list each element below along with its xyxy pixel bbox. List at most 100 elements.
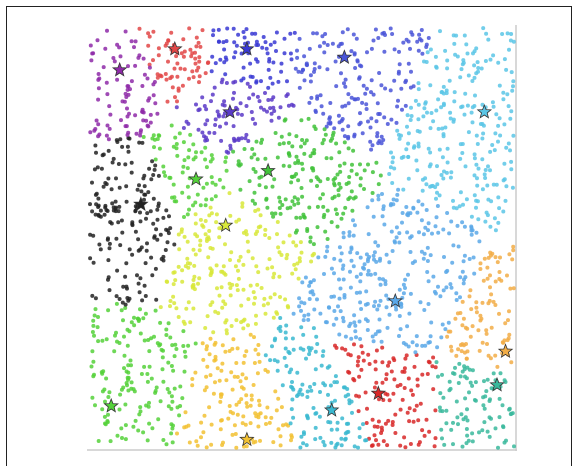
data-point [244, 393, 249, 398]
data-point [488, 397, 492, 402]
data-point [359, 344, 364, 349]
data-point [335, 212, 339, 216]
data-point [475, 142, 480, 146]
data-point [396, 98, 400, 103]
data-point [304, 443, 309, 448]
data-point [407, 419, 412, 424]
data-point [180, 83, 185, 88]
data-point [171, 368, 176, 373]
data-point [377, 317, 382, 322]
data-point [172, 66, 177, 71]
data-point [209, 442, 214, 447]
data-point [102, 414, 107, 419]
data-point [259, 140, 264, 145]
data-point [403, 286, 407, 290]
data-point [403, 445, 408, 450]
data-point [411, 205, 416, 210]
data-point [470, 368, 475, 373]
data-point [384, 305, 389, 310]
data-point [141, 135, 146, 139]
data-point [207, 229, 212, 233]
data-point [200, 223, 205, 228]
data-point [125, 144, 130, 149]
data-point [88, 130, 93, 135]
data-point [155, 75, 160, 80]
data-point [374, 259, 379, 264]
data-point [495, 364, 500, 369]
data-point [392, 78, 397, 83]
data-point [244, 132, 249, 137]
data-point [197, 59, 202, 64]
data-point [318, 390, 322, 394]
data-point [269, 415, 274, 420]
data-point [349, 189, 354, 194]
data-point [497, 311, 501, 316]
data-point [335, 224, 340, 229]
data-point [152, 80, 157, 84]
data-point [273, 389, 278, 394]
data-point [127, 329, 132, 334]
data-point [362, 187, 366, 191]
data-point [341, 315, 345, 320]
data-point [409, 69, 413, 74]
data-point [193, 200, 198, 205]
data-point [458, 190, 463, 195]
data-point [209, 99, 213, 104]
data-point [299, 144, 303, 149]
data-point [423, 101, 428, 106]
data-point [277, 250, 282, 255]
data-point [415, 377, 420, 382]
data-point [91, 233, 96, 238]
data-point [218, 427, 223, 432]
data-point [285, 79, 289, 84]
data-point [413, 98, 418, 103]
data-point [338, 185, 343, 190]
data-point [201, 185, 206, 190]
data-point [458, 75, 463, 80]
data-point [241, 326, 246, 331]
data-point [342, 134, 347, 139]
data-point [488, 224, 493, 229]
data-point [463, 91, 468, 96]
data-point [337, 245, 342, 250]
data-point [181, 140, 186, 145]
data-point [227, 404, 232, 408]
data-point [197, 74, 202, 79]
data-point [339, 118, 344, 123]
data-point [327, 364, 332, 369]
data-point [267, 420, 272, 425]
data-point [511, 84, 515, 89]
data-point [509, 159, 514, 164]
data-point [460, 151, 465, 155]
data-point [169, 431, 174, 436]
data-point [253, 347, 258, 352]
data-point [166, 38, 171, 43]
data-point [99, 166, 104, 171]
data-point [228, 293, 233, 298]
data-point [456, 422, 460, 427]
data-point [406, 154, 411, 159]
data-point [155, 137, 160, 141]
data-point [110, 160, 115, 165]
data-point [114, 301, 119, 306]
data-point [254, 264, 259, 269]
data-point [484, 210, 489, 215]
data-point [171, 423, 175, 428]
data-point [308, 384, 312, 389]
data-point [143, 261, 148, 266]
data-point [137, 183, 141, 188]
data-point [425, 270, 430, 274]
data-point [224, 155, 228, 160]
data-point [133, 39, 138, 44]
data-point [166, 404, 171, 409]
data-point [352, 342, 356, 347]
data-point [111, 56, 116, 60]
data-point [291, 387, 296, 392]
data-point [307, 348, 312, 353]
data-point [278, 211, 283, 216]
data-point [333, 398, 337, 403]
data-point [506, 104, 511, 109]
data-point [204, 347, 209, 352]
data-point [296, 276, 301, 281]
data-point [462, 350, 467, 355]
